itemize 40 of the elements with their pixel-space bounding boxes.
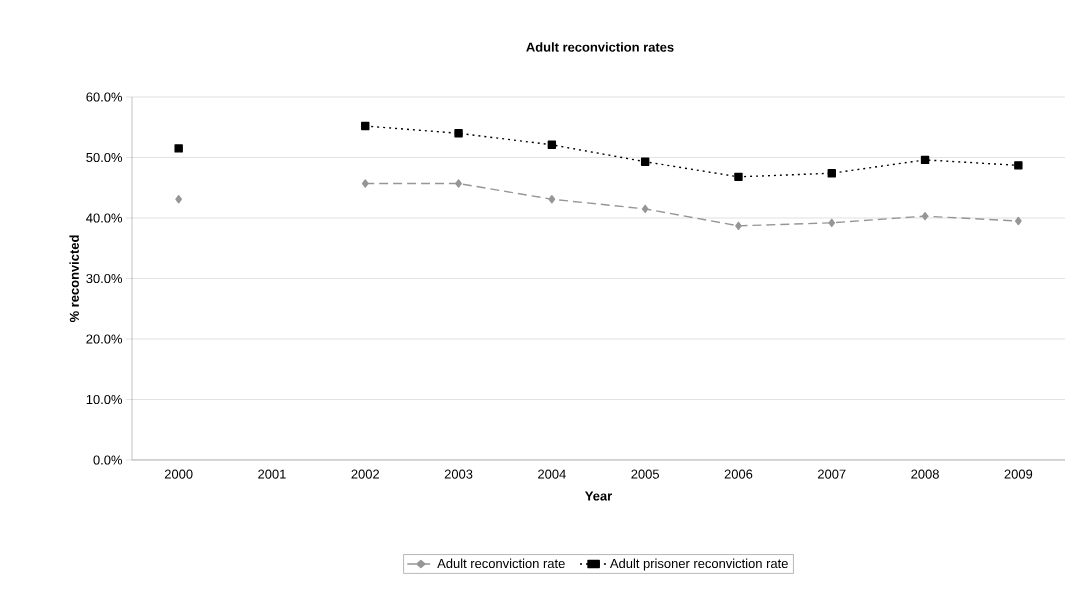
point: [455, 179, 462, 188]
point: [548, 195, 556, 204]
x-tick-label: 2007: [818, 469, 846, 479]
x-tick-label: 2008: [911, 469, 939, 479]
point: [361, 121, 370, 131]
y-tick-label: 20.0%: [86, 334, 123, 344]
y-axis-title: % reconvicted: [69, 235, 79, 323]
point: [175, 195, 182, 204]
point: [640, 157, 650, 166]
y-tick-label: 0.0%: [93, 455, 123, 465]
x-tick-label: 2004: [538, 469, 566, 479]
y-tick-label: 60.0%: [86, 92, 123, 102]
point: [828, 218, 836, 228]
legend-label: Adult reconviction rate: [437, 558, 565, 569]
x-axis-title: Year: [585, 491, 612, 501]
y-tick-label: 40.0%: [86, 213, 123, 223]
y-tick-label: 10.0%: [86, 394, 123, 405]
point: [454, 129, 463, 138]
x-tick-label: 2003: [444, 469, 473, 479]
x-tick-label: 2009: [1004, 469, 1033, 479]
legend-label: Adult prisoner reconviction rate: [609, 558, 788, 571]
point: [547, 140, 557, 149]
point: [174, 144, 183, 153]
x-tick-label: 2001: [258, 469, 286, 479]
point: [827, 169, 836, 178]
point: [920, 155, 930, 165]
point: [641, 204, 649, 214]
point: [734, 172, 743, 182]
point: [921, 211, 929, 221]
point: [1015, 216, 1022, 226]
x-tick-label: 2006: [724, 469, 753, 479]
chart-title: Adult reconviction rates: [526, 42, 674, 52]
y-tick-label: 30.0%: [86, 273, 123, 284]
x-tick-label: 2005: [631, 469, 660, 479]
y-tick-label: 50.0%: [86, 152, 123, 163]
point: [1014, 161, 1023, 170]
point: [735, 221, 742, 231]
x-tick-label: 2000: [164, 469, 193, 479]
point: [361, 179, 369, 188]
x-tick-label: 2002: [351, 469, 379, 479]
